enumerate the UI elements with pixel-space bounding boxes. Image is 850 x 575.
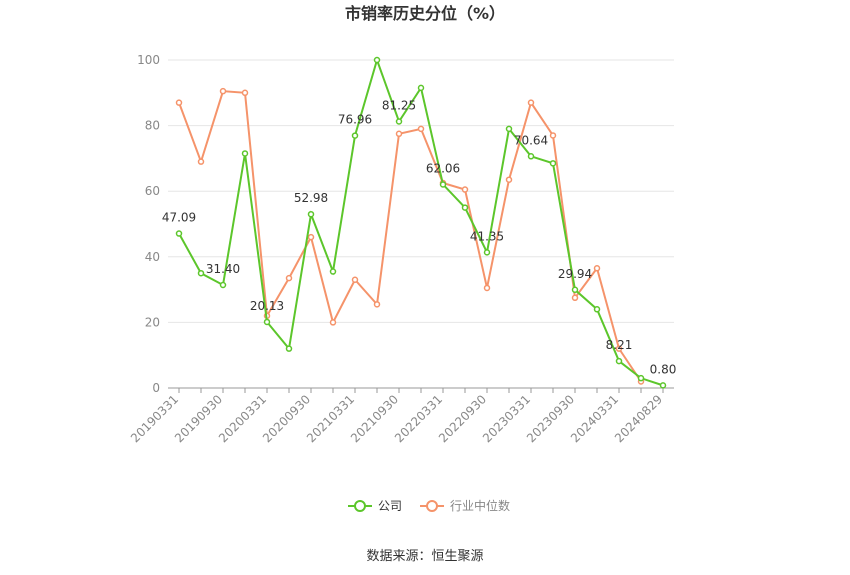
point [417,125,425,133]
y-tick-label: 20 [145,315,160,329]
point [175,230,183,237]
point [593,306,601,313]
point [351,276,359,284]
point [307,210,315,218]
point [329,319,337,326]
point [219,87,227,95]
point [461,186,469,193]
series-line [178,56,664,387]
data-label: 0.80 [650,362,677,376]
chart-title: 市销率历史分位（%） [345,4,505,23]
point [637,374,645,382]
data-label: 20.13 [250,299,284,313]
point [373,56,381,64]
point [263,318,271,326]
point [527,153,535,160]
point [439,181,447,188]
legend-marker [354,500,366,512]
point [417,84,425,92]
y-tick-label: 0 [152,381,160,395]
legend-label: 公司 [378,499,402,513]
data-label: 47.09 [162,211,196,225]
point [395,118,403,125]
data-label: 41.35 [470,229,504,243]
point [285,274,293,282]
point [373,301,381,308]
point [571,294,579,302]
legend-label: 行业中位数 [450,498,510,513]
point [351,132,359,139]
point [307,233,315,241]
y-tick-label: 100 [137,53,160,67]
point [285,345,293,352]
point [197,158,205,165]
y-tick-label: 40 [145,250,160,264]
point [461,204,469,211]
y-tick-label: 80 [145,119,160,133]
data-label: 29.94 [558,267,592,281]
point [549,132,557,139]
series-line [178,90,642,382]
data-label: 76.96 [338,113,372,127]
point [241,150,249,157]
point [395,130,403,138]
point [593,265,601,272]
point [615,345,623,352]
point [483,249,491,256]
point [571,286,579,294]
point [219,281,227,289]
point [527,99,535,106]
x-tick-label: 20240829 [612,392,665,445]
data-label: 8.21 [606,338,633,352]
point [549,160,557,167]
point [197,269,205,277]
point [505,125,513,133]
data-label: 62.06 [426,161,460,175]
y-tick-label: 60 [145,184,160,198]
point [615,357,623,365]
data-label: 52.98 [294,191,328,205]
point [505,176,513,183]
data-label: 81.25 [382,99,416,113]
point [241,89,249,97]
point [483,284,491,292]
point [329,268,337,275]
source: 数据来源：恒生聚源 [366,549,483,564]
point [659,382,667,389]
point [175,99,183,106]
data-label: 70.64 [514,133,548,147]
data-label: 31.40 [206,262,240,276]
legend-marker [426,500,439,512]
